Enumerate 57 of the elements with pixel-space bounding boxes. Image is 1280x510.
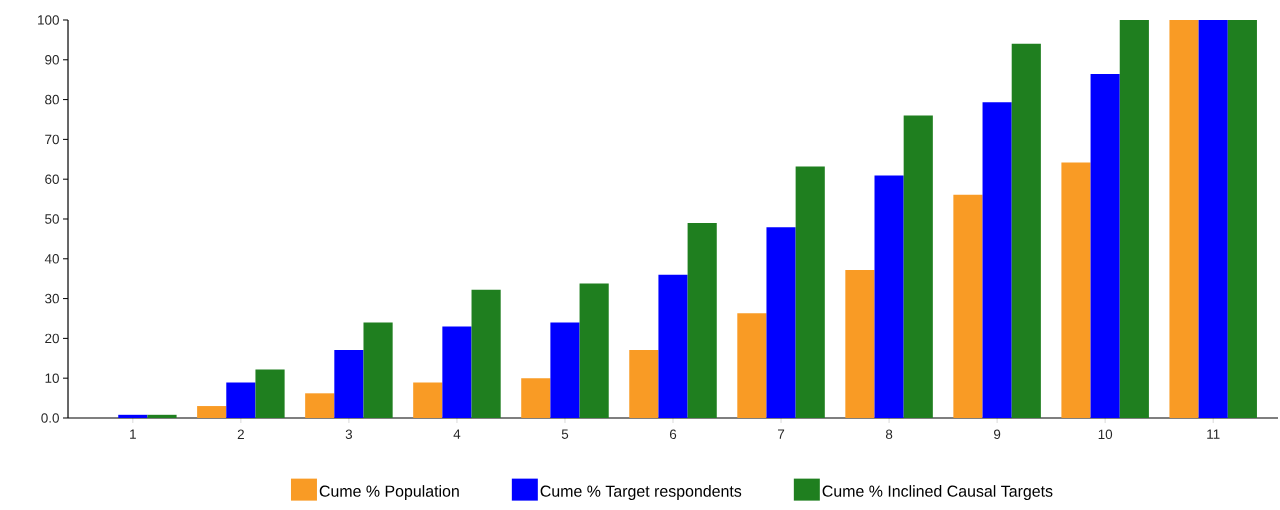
- x-tick-label: 8: [885, 429, 893, 440]
- y-tick-label: 40: [44, 254, 59, 264]
- y-tick-label: 60: [45, 174, 59, 184]
- y-tick-label: 80: [45, 94, 59, 105]
- bar: [982, 102, 1012, 418]
- bar: [147, 414, 177, 418]
- legend-label: Cume % Target respondents: [540, 485, 742, 500]
- bar: [766, 227, 796, 418]
- bar: [658, 274, 688, 418]
- bar: [1169, 19, 1199, 418]
- y-tick-label: 50: [45, 214, 59, 224]
- bar: [305, 393, 335, 418]
- bar: [953, 194, 983, 418]
- x-tick-label: 11: [1207, 429, 1220, 439]
- x-tick-label: 3: [345, 429, 353, 440]
- bar: [795, 166, 825, 418]
- bar: [255, 369, 285, 418]
- x-tick-label: 4: [453, 429, 461, 439]
- bar: [629, 349, 659, 418]
- y-tick-label: 70: [45, 134, 59, 145]
- bar: [579, 283, 609, 418]
- y-tick-label: 100: [38, 15, 59, 25]
- bar: [903, 115, 933, 418]
- bar: [845, 269, 875, 418]
- x-tick-label: 10: [1098, 429, 1113, 440]
- bar: [874, 175, 904, 418]
- bar: [1061, 162, 1091, 418]
- bar: [471, 289, 501, 418]
- bar: [363, 322, 393, 418]
- x-tick-label: 6: [669, 429, 677, 440]
- bar: [1090, 74, 1120, 418]
- bar: [1119, 19, 1149, 418]
- bar: [550, 322, 580, 418]
- y-tick-label: 30: [45, 293, 59, 304]
- y-tick-label: 90: [45, 55, 59, 65]
- legend-label: Cume % Inclined Causal Targets: [822, 485, 1053, 500]
- bar: [687, 222, 717, 418]
- x-tick-label: 7: [778, 429, 785, 439]
- bar: [521, 378, 551, 418]
- bar: [1198, 19, 1228, 418]
- bar: [197, 406, 227, 418]
- x-tick-label: 2: [237, 429, 244, 439]
- y-tick-label: 0.0: [41, 413, 59, 423]
- x-tick-label: 5: [561, 429, 569, 439]
- bar: [1227, 19, 1257, 418]
- bar: [413, 382, 443, 418]
- bar: [118, 414, 148, 418]
- bar: [737, 313, 767, 418]
- bar: [334, 349, 364, 418]
- x-tick-label: 1: [130, 429, 136, 439]
- bar: [442, 326, 472, 418]
- legend-label: Cume % Population: [319, 485, 459, 500]
- y-tick-label: 10: [45, 373, 59, 383]
- bar: [226, 382, 256, 418]
- y-tick-label: 20: [45, 333, 59, 344]
- x-tick-label: 9: [994, 429, 1001, 440]
- bar: [1011, 43, 1041, 418]
